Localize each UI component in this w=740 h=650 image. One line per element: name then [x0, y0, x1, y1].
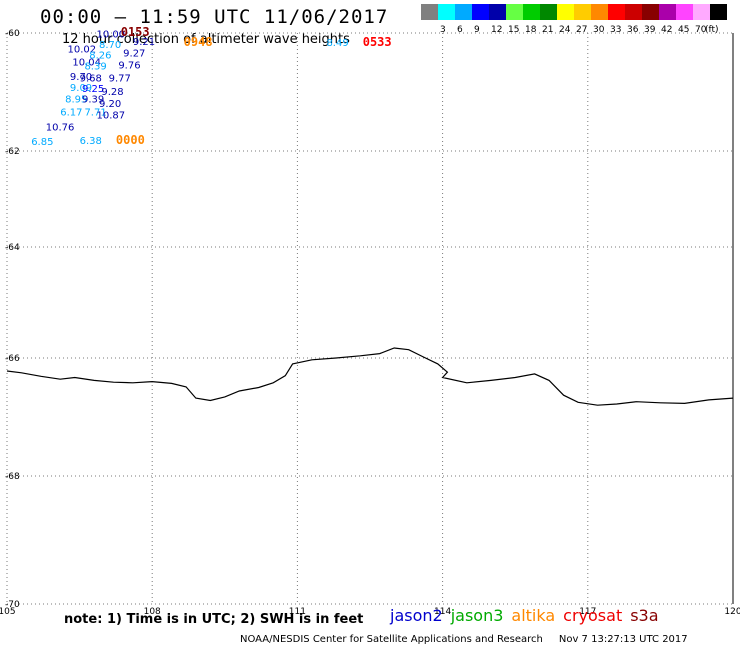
wave-height-value: 9.25 [82, 84, 104, 95]
wave-height-value: 9.21 [133, 37, 155, 48]
legend-label: 3 [440, 25, 446, 35]
legend-swatch [591, 4, 608, 20]
wave-height-value: 7.71 [84, 108, 106, 119]
legend-swatch [642, 4, 659, 20]
legend-swatch [625, 4, 642, 20]
satellite-legend: jason2 jason3 altika cryosat s3a [390, 606, 667, 625]
wave-height-value: 8.49 [326, 38, 348, 49]
legend-swatch [523, 4, 540, 20]
pass-time-label: 0533 [363, 35, 392, 49]
legend-swatch [557, 4, 574, 20]
legend-swatch [574, 4, 591, 20]
wave-height-value: 8.39 [84, 62, 106, 73]
legend-swatch [438, 4, 455, 20]
wave-height-value: 8.95 [65, 95, 87, 106]
wave-height-value: 9.09 [70, 83, 92, 94]
legend-label: 6 [457, 25, 463, 35]
legend-swatch [710, 4, 727, 20]
page-title: 00:00 – 11:59 UTC 11/06/2017 [40, 6, 389, 28]
lon-tick-label: 105 [0, 607, 16, 617]
wave-height-value: 9.77 [109, 73, 131, 84]
legend-label: 39 [644, 25, 656, 35]
wave-height-value: 9.28 [101, 87, 123, 98]
lon-tick-label: 108 [144, 607, 161, 617]
legend-swatch [421, 4, 438, 20]
lon-tick-label: 117 [579, 607, 596, 617]
pass-time-label: 0948 [184, 35, 213, 49]
legend-swatch [472, 4, 489, 20]
satellite-jason3: jason3 [450, 606, 504, 625]
lat-tick-label: -60 [5, 29, 20, 39]
legend-label: 15 [508, 25, 520, 35]
lat-tick-label: -62 [5, 147, 20, 157]
footer-note: note: 1) Time is in UTC; 2) SWH is in fe… [64, 612, 364, 627]
pass-time-label: 0153 [121, 25, 150, 39]
legend-swatch [693, 4, 710, 20]
lat-tick-label: -70 [5, 600, 20, 610]
wave-height-value: 6.85 [31, 137, 53, 148]
satellite-altika: altika [511, 606, 556, 625]
lat-tick-label: -64 [5, 243, 20, 253]
legend-label: 21 [542, 25, 554, 35]
wave-height-value: 6.38 [80, 136, 102, 147]
wave-height-value: 10.00 [97, 30, 126, 41]
legend-label: 36 [627, 25, 639, 35]
wave-height-value: 9.20 [99, 99, 121, 110]
legend-label: 12 [491, 25, 503, 35]
map-grid [6, 32, 734, 605]
credit-line: NOAA/NESDIS Center for Satellite Applica… [240, 634, 704, 645]
antarctic-coastline [6, 347, 734, 406]
legend-swatch [506, 4, 523, 20]
wave-height-value: 6.17 [60, 108, 82, 119]
legend-unit: (ft) [705, 25, 719, 35]
wave-height-value: 10.04 [72, 57, 101, 68]
map-coastline [6, 347, 734, 406]
pass-time-labels: 0153 0948 0533 0000 [116, 25, 392, 147]
wave-height-value: 10.87 [97, 111, 126, 122]
legend-label: 70 [695, 25, 707, 35]
lon-tick-label: 120 [724, 607, 740, 617]
lon-tick-label: 111 [289, 607, 306, 617]
satellite-jason2: jason2 [390, 606, 443, 625]
legend-swatch [455, 4, 472, 20]
pass-time-label: 0000 [116, 133, 145, 147]
lat-tick-label: -66 [5, 354, 20, 364]
wave-height-value: 9.70 [70, 72, 92, 83]
wave-height-value: 9.39 [82, 95, 104, 106]
legend-swatch [489, 4, 506, 20]
wave-height-value: 10.76 [46, 122, 75, 133]
legend-swatch [676, 4, 693, 20]
legend-label: 9 [474, 25, 480, 35]
wave-height-value: 9.27 [123, 49, 145, 60]
legend-label: 27 [576, 25, 588, 35]
page-subtitle: 12 hour collection of altimeter wave hei… [62, 32, 350, 47]
credit-text: NOAA/NESDIS Center for Satellite Applica… [240, 634, 543, 645]
wave-height-value: 9.68 [80, 73, 102, 84]
legend-label: 45 [678, 25, 690, 35]
legend-label: 42 [661, 25, 673, 35]
legend-swatch [540, 4, 557, 20]
lat-tick-label: -68 [5, 472, 20, 482]
legend-label: 24 [559, 25, 571, 35]
satellite-cryosat: cryosat [563, 606, 623, 625]
wave-height-value: 9.76 [118, 60, 140, 71]
timestamp: Nov 7 13:27:13 UTC 2017 [558, 634, 688, 645]
legend-label: 18 [525, 25, 537, 35]
legend-swatch [659, 4, 676, 20]
legend-swatch [608, 4, 625, 20]
legend-label: 33 [610, 25, 622, 35]
wave-height-value: 8.70 [99, 40, 121, 51]
satellite-s3a: s3a [630, 606, 659, 625]
wave-height-value: 8.26 [89, 50, 111, 61]
legend-label: 30 [593, 25, 605, 35]
wave-height-value: 10.02 [68, 44, 97, 55]
lon-tick-label: 114 [434, 607, 451, 617]
